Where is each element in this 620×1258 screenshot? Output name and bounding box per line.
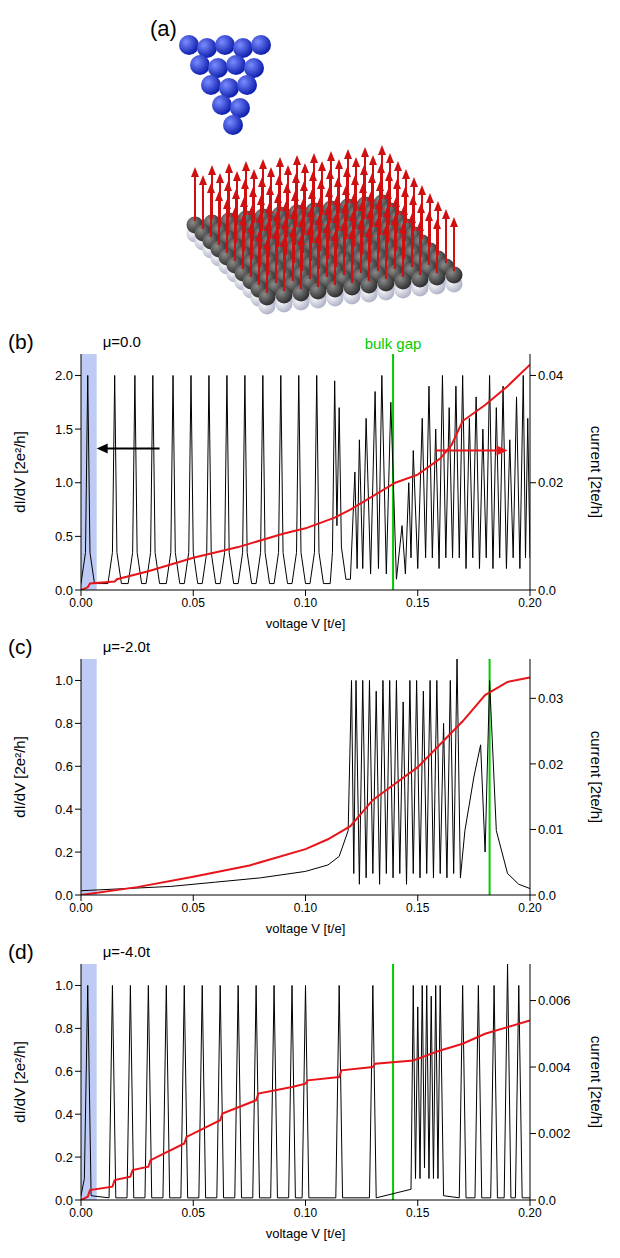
svg-text:1.0: 1.0	[55, 978, 73, 993]
svg-text:0.4: 0.4	[55, 802, 73, 817]
svg-text:0.05: 0.05	[182, 596, 206, 610]
svg-text:0.5: 0.5	[55, 529, 73, 544]
svg-text:0.05: 0.05	[182, 1206, 206, 1220]
svg-text:0.8: 0.8	[55, 1021, 73, 1036]
svg-text:0.00: 0.00	[69, 900, 93, 915]
svg-text:voltage V [t/e]: voltage V [t/e]	[266, 921, 346, 936]
svg-text:0.00: 0.00	[69, 1205, 93, 1220]
svg-text:current [2te/h]: current [2te/h]	[588, 426, 605, 519]
svg-text:voltage V [t/e]: voltage V [t/e]	[266, 1226, 346, 1241]
svg-text:0.10: 0.10	[294, 901, 318, 915]
svg-text:0.6: 0.6	[55, 759, 73, 774]
svg-text:dI/dV [2e²/h]: dI/dV [2e²/h]	[11, 736, 28, 818]
svg-text:0.0: 0.0	[538, 1193, 556, 1208]
svg-text:0.4: 0.4	[55, 1107, 73, 1122]
html-text:μ=-4.0t: μ=-4.0t	[102, 943, 151, 960]
svg-text:0.15: 0.15	[406, 1206, 430, 1220]
svg-text:0.10: 0.10	[294, 596, 318, 610]
svg-text:0.006: 0.006	[538, 993, 571, 1008]
svg-text:dI/dV [2e²/h]: dI/dV [2e²/h]	[11, 431, 28, 513]
svg-text:1.5: 1.5	[55, 422, 73, 437]
svg-text:0.02: 0.02	[538, 757, 563, 772]
svg-text:0.20: 0.20	[518, 900, 542, 915]
svg-text:0.0: 0.0	[55, 888, 73, 903]
svg-text:(a): (a)	[150, 16, 177, 41]
svg-text:0.03: 0.03	[538, 691, 563, 706]
svg-text:1.0: 1.0	[55, 673, 73, 688]
svg-text:0.2: 0.2	[55, 845, 73, 860]
svg-text:0.00: 0.00	[69, 595, 93, 610]
svg-text:bulk gap: bulk gap	[365, 335, 422, 352]
html-text:μ=-2.0t: μ=-2.0t	[102, 638, 151, 655]
html-text:(b): (b)	[8, 330, 34, 353]
svg-text:0.0: 0.0	[55, 1193, 73, 1208]
svg-text:current [2te/h]: current [2te/h]	[588, 1036, 605, 1129]
html-text:μ=0.0: μ=0.0	[102, 333, 141, 350]
html-text:(c): (c)	[8, 635, 33, 658]
svg-text:0.15: 0.15	[406, 596, 430, 610]
svg-text:0.02: 0.02	[538, 475, 563, 490]
svg-text:0.0: 0.0	[538, 583, 556, 598]
svg-text:voltage V [t/e]: voltage V [t/e]	[266, 616, 346, 631]
svg-text:0.8: 0.8	[55, 716, 73, 731]
svg-text:0.2: 0.2	[55, 1150, 73, 1165]
svg-text:0.002: 0.002	[538, 1126, 571, 1141]
svg-text:0.15: 0.15	[406, 901, 430, 915]
svg-text:0.0: 0.0	[538, 888, 556, 903]
svg-text:0.05: 0.05	[182, 901, 206, 915]
svg-text:current [2te/h]: current [2te/h]	[588, 731, 605, 824]
svg-text:0.01: 0.01	[538, 822, 563, 837]
html-text:(d): (d)	[8, 940, 34, 963]
svg-text:0.20: 0.20	[518, 1205, 542, 1220]
svg-text:0.6: 0.6	[55, 1064, 73, 1079]
svg-text:0.20: 0.20	[518, 595, 542, 610]
svg-text:0.10: 0.10	[294, 1206, 318, 1220]
svg-text:0.04: 0.04	[538, 368, 563, 383]
svg-text:1.0: 1.0	[55, 475, 73, 490]
svg-text:dI/dV [2e²/h]: dI/dV [2e²/h]	[11, 1041, 28, 1123]
svg-text:2.0: 2.0	[55, 368, 73, 383]
svg-text:0.004: 0.004	[538, 1060, 571, 1075]
svg-text:0.0: 0.0	[55, 583, 73, 598]
